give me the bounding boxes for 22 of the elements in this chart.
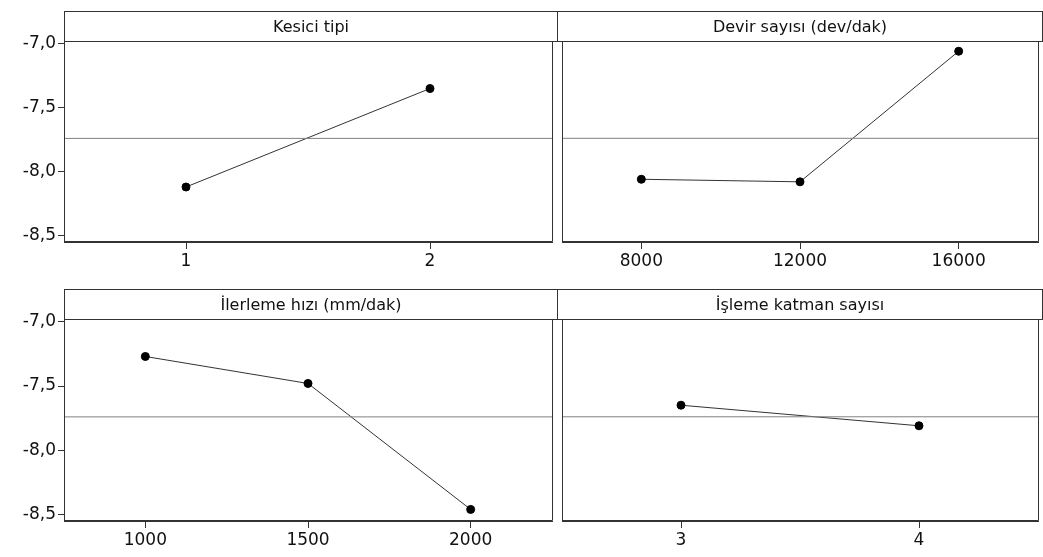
x-tick-label: 2: [424, 249, 436, 270]
x-tick-label: 1: [180, 249, 192, 270]
y-tick-label: -7,5: [22, 96, 56, 117]
y-tick-label: -7,0: [22, 32, 56, 53]
y-tick-label: -8,5: [22, 224, 56, 245]
x-tick-label: 2000: [449, 528, 493, 549]
x-tick-label: 16000: [931, 249, 986, 270]
x-tick-label: 3: [675, 528, 687, 549]
y-tick-label: -8,0: [22, 438, 56, 459]
y-tick-label: -8,5: [22, 503, 56, 523]
y-tick-label: -7,0: [22, 310, 56, 331]
x-tick-label: 8000: [619, 249, 663, 270]
x-tick-label: 12000: [772, 249, 828, 270]
chart-title: Kesici tipi: [64, 11, 558, 42]
x-tick-label: 4: [913, 528, 925, 549]
y-tick-label: -8,0: [22, 160, 56, 181]
x-tick-label: 1500: [286, 528, 330, 549]
chart-title: Devir sayısı (dev/dak): [557, 11, 1043, 42]
chart-title: İlerleme hızı (mm/dak): [64, 289, 558, 320]
y-tick-label: -7,5: [22, 374, 56, 395]
x-tick-label: 1000: [123, 528, 167, 549]
chart-title: İşleme katman sayısı: [557, 289, 1043, 320]
